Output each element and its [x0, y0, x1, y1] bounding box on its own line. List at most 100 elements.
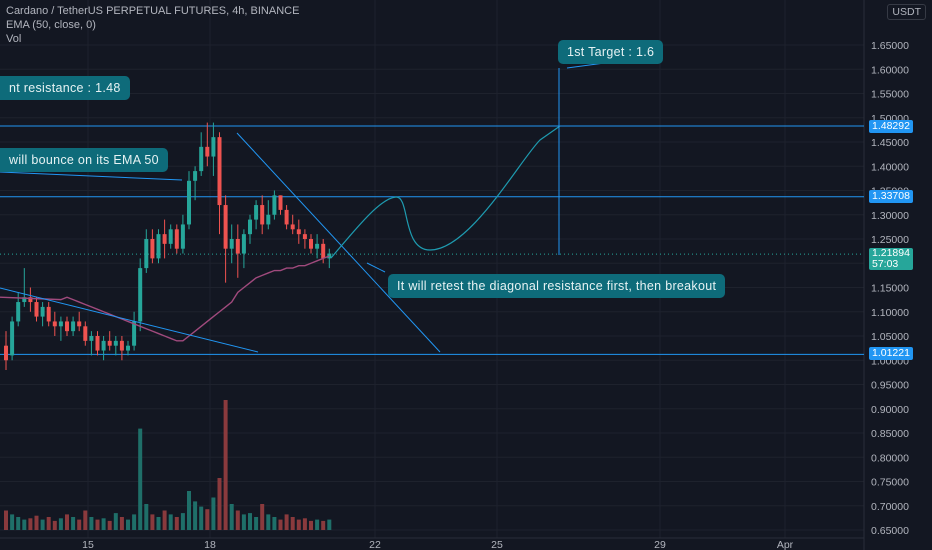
- y-tick-label: 1.60000: [871, 64, 909, 76]
- candle-body[interactable]: [144, 239, 149, 269]
- level-tag-3: 1.01221: [869, 347, 913, 360]
- candle-body[interactable]: [28, 297, 33, 303]
- candle-body[interactable]: [77, 321, 82, 327]
- candle-body[interactable]: [168, 229, 173, 244]
- candle-body[interactable]: [278, 195, 283, 210]
- candle-body[interactable]: [126, 345, 130, 351]
- x-tick-label: 29: [654, 539, 666, 550]
- candle-body[interactable]: [83, 326, 88, 341]
- volume-bar: [217, 478, 222, 530]
- y-tick-label: 0.80000: [871, 452, 909, 464]
- candle-body[interactable]: [65, 321, 69, 332]
- candle-body[interactable]: [34, 302, 39, 317]
- currency-unit-label[interactable]: USDT: [887, 4, 926, 20]
- x-tick-label: 18: [204, 539, 216, 550]
- volume-bar: [248, 513, 252, 530]
- symbol-title[interactable]: Cardano / TetherUS PERPETUAL FUTURES, 4h…: [6, 5, 300, 17]
- candle-body[interactable]: [260, 205, 265, 225]
- candle-body[interactable]: [46, 306, 51, 322]
- candle-body[interactable]: [16, 302, 21, 322]
- candle-body[interactable]: [119, 340, 124, 351]
- projection-path[interactable]: [330, 125, 561, 259]
- candle-body[interactable]: [10, 321, 15, 356]
- level-tag-1: 1.48292: [869, 120, 913, 133]
- candle-body[interactable]: [89, 336, 94, 341]
- volume-bar: [156, 517, 161, 530]
- candle-body[interactable]: [266, 214, 271, 225]
- volume-bar: [278, 519, 283, 530]
- volume-bar: [223, 400, 228, 530]
- candle-body[interactable]: [156, 234, 161, 259]
- y-tick-label: 1.15000: [871, 283, 909, 295]
- candle-body[interactable]: [162, 234, 167, 244]
- volume-indicator-label[interactable]: Vol: [6, 33, 22, 45]
- candle-body[interactable]: [132, 321, 137, 346]
- current-price-tag: 1.21894 57:03: [869, 248, 913, 270]
- diagonal-resistance-line[interactable]: [236, 132, 441, 353]
- volume-bar: [28, 518, 33, 530]
- volume-bar: [211, 497, 216, 530]
- candle-body[interactable]: [321, 243, 326, 259]
- volume-bar: [254, 517, 259, 530]
- candle-body[interactable]: [315, 243, 320, 249]
- lower-trendline[interactable]: [0, 287, 259, 353]
- candle-body[interactable]: [40, 306, 45, 317]
- volume-bar: [52, 520, 57, 530]
- y-tick-label: 0.65000: [871, 525, 909, 537]
- volume-bar: [229, 504, 234, 530]
- target-callout[interactable]: 1st Target : 1.6: [558, 40, 664, 64]
- candle-body[interactable]: [296, 229, 301, 235]
- retest-pointer[interactable]: [366, 262, 386, 273]
- ema-bounce-callout[interactable]: will bounce on its EMA 50: [0, 148, 168, 172]
- resistance-callout[interactable]: nt resistance : 1.48: [0, 76, 130, 100]
- candle-body[interactable]: [101, 340, 106, 351]
- volume-bar: [4, 510, 8, 530]
- candle-body[interactable]: [113, 340, 118, 346]
- candle-body[interactable]: [58, 321, 63, 327]
- volume-bar: [193, 501, 198, 530]
- candle-body[interactable]: [107, 340, 112, 346]
- y-tick-label: 1.55000: [871, 89, 909, 101]
- volume-bar: [235, 510, 240, 530]
- candle-body[interactable]: [138, 268, 143, 322]
- candle-body[interactable]: [193, 171, 198, 181]
- y-tick-label: 0.70000: [871, 501, 909, 513]
- retest-callout[interactable]: It will retest the diagonal resistance f…: [388, 274, 726, 298]
- candle-body[interactable]: [71, 321, 76, 332]
- candle-body[interactable]: [174, 229, 179, 249]
- ema-bounce-pointer[interactable]: [0, 171, 183, 181]
- candle-body[interactable]: [205, 146, 210, 157]
- y-tick-label: 1.40000: [871, 161, 909, 173]
- candle-body[interactable]: [241, 234, 246, 254]
- candle-body[interactable]: [284, 209, 289, 225]
- candle-body[interactable]: [272, 195, 277, 215]
- candle-body[interactable]: [187, 180, 191, 225]
- candle-body[interactable]: [309, 239, 313, 249]
- candle-body[interactable]: [248, 219, 252, 235]
- volume-bar: [199, 506, 204, 530]
- candle-body[interactable]: [290, 224, 295, 230]
- candle-body[interactable]: [22, 297, 27, 303]
- volume-bar: [119, 517, 124, 530]
- volume-bar: [144, 504, 149, 530]
- y-tick-label: 1.45000: [871, 137, 909, 149]
- candle-body[interactable]: [302, 234, 307, 239]
- volume-bar: [95, 519, 100, 530]
- candle-body[interactable]: [223, 205, 228, 249]
- candle-body[interactable]: [150, 239, 155, 259]
- candle-body[interactable]: [199, 146, 204, 172]
- candle-body[interactable]: [254, 205, 259, 220]
- volume-bar: [302, 518, 307, 530]
- candle-body[interactable]: [180, 224, 185, 249]
- candle-body[interactable]: [229, 239, 234, 249]
- candle-body[interactable]: [4, 345, 8, 361]
- volume-bar: [296, 519, 301, 530]
- volume-bar: [132, 514, 137, 530]
- ema-indicator-label[interactable]: EMA (50, close, 0): [6, 19, 96, 31]
- candle-body[interactable]: [95, 336, 100, 351]
- candle-body[interactable]: [235, 239, 240, 254]
- candle-body[interactable]: [211, 137, 216, 157]
- candle-body[interactable]: [217, 137, 222, 206]
- candle-body[interactable]: [52, 321, 57, 327]
